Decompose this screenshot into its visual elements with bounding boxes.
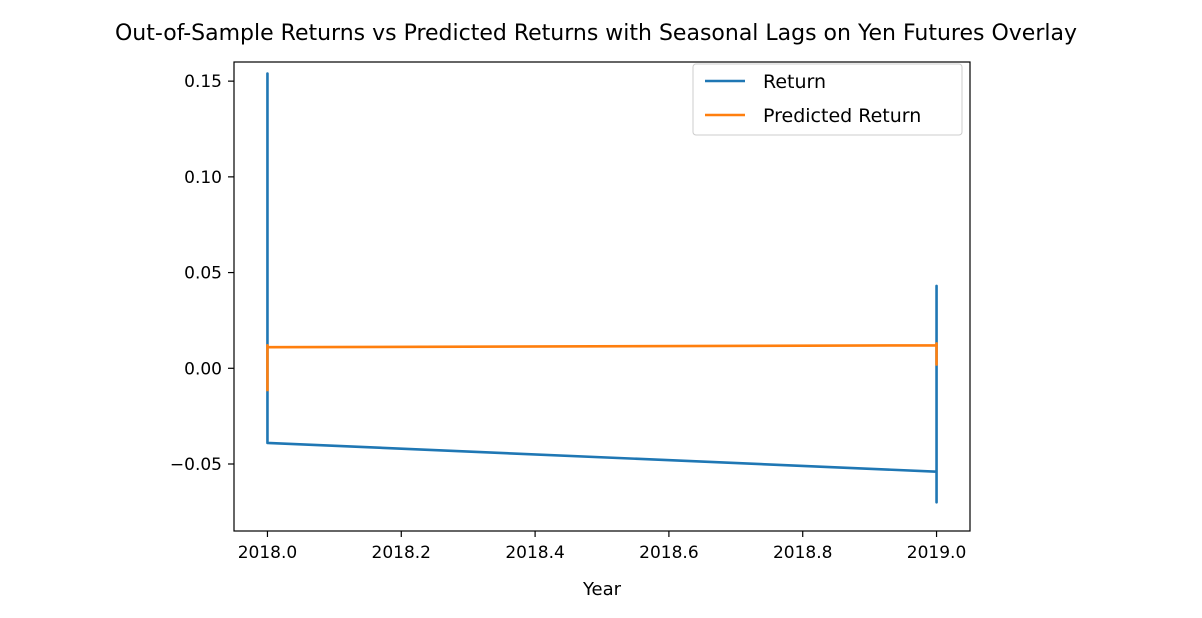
x-tick-label: 2019.0 bbox=[907, 543, 966, 563]
x-axis-label: Year bbox=[582, 579, 622, 600]
x-tick-label: 2018.4 bbox=[505, 543, 564, 563]
x-axis: 2018.0 2018.2 2018.4 2018.6 2018.8 2019.0 bbox=[238, 531, 966, 563]
y-tick-label: 0.05 bbox=[184, 264, 222, 284]
x-tick-label: 2018.2 bbox=[372, 543, 431, 563]
plot-frame bbox=[233, 61, 971, 532]
series-line-1 bbox=[266, 342, 938, 392]
legend-label-1: Predicted Return bbox=[763, 105, 921, 127]
series-layer bbox=[266, 72, 938, 504]
x-tick-label: 2018.8 bbox=[773, 543, 832, 563]
y-axis: −0.05 0.00 0.05 0.10 0.15 bbox=[170, 72, 234, 475]
x-tick-label: 2018.6 bbox=[639, 543, 698, 563]
legend: Return Predicted Return bbox=[692, 63, 963, 136]
x-tick-label: 2018.0 bbox=[238, 543, 297, 563]
y-tick-label: 0.10 bbox=[184, 168, 222, 188]
chart-title: Out-of-Sample Returns vs Predicted Retur… bbox=[115, 21, 1077, 46]
y-tick-label: −0.05 bbox=[170, 455, 222, 475]
legend-box bbox=[692, 63, 963, 136]
legend-label-0: Return bbox=[763, 71, 826, 93]
y-tick-label: 0.00 bbox=[184, 359, 222, 379]
y-tick-label: 0.15 bbox=[184, 72, 222, 92]
series-line-0 bbox=[266, 72, 938, 504]
